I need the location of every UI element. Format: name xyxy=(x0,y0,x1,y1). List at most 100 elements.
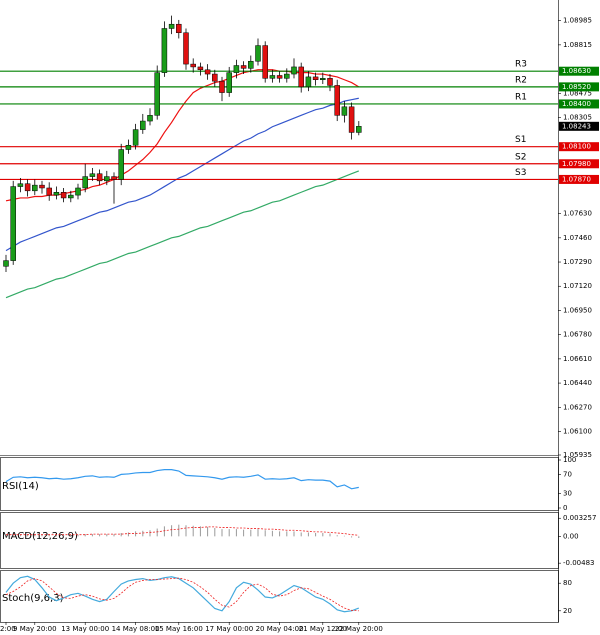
y-tick-label: 1.07290 xyxy=(563,258,592,266)
y-tick-label: 1.07460 xyxy=(563,234,592,242)
candle-body xyxy=(3,260,9,267)
candle-body xyxy=(284,73,290,79)
level-tag xyxy=(559,66,599,76)
candle-body xyxy=(89,173,96,177)
candle-body xyxy=(46,187,52,196)
candle-body xyxy=(82,176,88,189)
candle-body xyxy=(39,184,45,189)
level-label: S1 xyxy=(515,135,526,145)
y-tick-label: 20 xyxy=(563,607,572,615)
level-label: S3 xyxy=(515,168,526,178)
candle-body xyxy=(312,76,319,80)
candle-body xyxy=(53,192,60,196)
level-tag-label: 1.07980 xyxy=(562,160,591,168)
y-tick-label: 1.08815 xyxy=(563,41,592,49)
price-tag-label: 1.08243 xyxy=(562,122,591,130)
candle-body xyxy=(204,69,211,75)
x-tick-label: 15 May 16:00 xyxy=(155,625,203,633)
candle-body xyxy=(75,187,81,196)
candle-body xyxy=(183,32,189,65)
candle-body xyxy=(197,66,204,71)
candle-body xyxy=(212,73,218,82)
moving-average xyxy=(5,97,359,252)
candle-body xyxy=(104,176,110,182)
moving-average xyxy=(5,170,360,299)
indicator-line xyxy=(5,575,360,613)
y-tick-label: 1.06610 xyxy=(563,355,592,363)
candle-body xyxy=(356,126,362,133)
y-tick-label: 0.00 xyxy=(563,532,579,540)
x-tick-label: 2:00 xyxy=(0,625,16,633)
candle-body xyxy=(276,75,283,79)
candle-body xyxy=(291,66,297,75)
candle-body xyxy=(154,72,160,116)
price-tag xyxy=(559,121,599,131)
level-tag-label: 1.07870 xyxy=(562,175,591,183)
y-tick-label: 1.07120 xyxy=(563,282,592,290)
candle-body xyxy=(298,66,304,88)
candle-body xyxy=(32,184,38,192)
candle-body xyxy=(226,72,232,93)
candle-body xyxy=(111,176,117,180)
y-tick-label: 1.06780 xyxy=(563,331,592,339)
candle-body xyxy=(341,106,348,116)
y-tick-label: 1.08475 xyxy=(563,89,592,97)
candle-body xyxy=(262,45,268,79)
y-tick-label: -0.00483 xyxy=(563,559,594,567)
x-tick-label: 14 May 08:00 xyxy=(112,625,160,633)
indicator-line xyxy=(5,469,359,490)
level-label: R1 xyxy=(515,92,527,102)
candle-body xyxy=(161,28,168,73)
level-label: R2 xyxy=(515,75,527,85)
candle-body xyxy=(240,65,247,69)
y-tick-label: 1.06950 xyxy=(563,306,592,314)
candle-body xyxy=(96,173,103,182)
candle-body xyxy=(140,120,146,130)
candle-body xyxy=(334,85,340,116)
candle-body xyxy=(190,63,196,68)
y-tick-label: 1.08305 xyxy=(563,113,592,121)
x-tick-label: 21 May 12:00 xyxy=(299,625,347,633)
y-tick-label: 1.05935 xyxy=(563,451,592,459)
level-tag xyxy=(559,99,599,109)
candle-body xyxy=(10,186,16,261)
candle-body xyxy=(125,145,132,150)
candle-body xyxy=(327,78,333,86)
stoch-title: Stoch(9,6,3) xyxy=(2,593,64,604)
level-tag-label: 1.08520 xyxy=(562,83,591,91)
candle-body xyxy=(118,149,124,180)
x-tick-label: 13 May 00:00 xyxy=(61,625,109,633)
candle-body xyxy=(219,80,225,93)
rsi-title: RSI(14) xyxy=(2,481,39,492)
candle-body xyxy=(68,194,74,199)
x-tick-label: 9 May 20:00 xyxy=(13,625,57,633)
macd-title: MACD(12,26,9) xyxy=(2,531,78,542)
candle-body xyxy=(248,60,254,69)
candle-body xyxy=(132,129,139,146)
y-tick-label: 80 xyxy=(563,579,572,587)
level-label: R3 xyxy=(515,60,527,70)
candle-body xyxy=(233,65,240,73)
x-tick-label: 22 May 20:00 xyxy=(335,625,383,633)
level-label: S2 xyxy=(515,152,526,162)
y-tick-label: 1.06440 xyxy=(563,379,592,387)
level-tag xyxy=(559,82,599,92)
y-tick-label: 1.06270 xyxy=(563,403,592,411)
candle-body xyxy=(255,45,261,62)
x-tick-label: 20 May 04:00 xyxy=(256,625,304,633)
y-tick-label: 70 xyxy=(563,470,572,478)
candle-body xyxy=(305,76,312,88)
candle-body xyxy=(176,23,182,34)
y-tick-label: 0 xyxy=(563,504,567,512)
level-tag-label: 1.08400 xyxy=(562,100,591,108)
candle-body xyxy=(320,78,326,80)
level-tag xyxy=(559,142,599,152)
y-tick-label: 1.06100 xyxy=(563,428,592,436)
candle-body xyxy=(147,115,153,122)
candle-body xyxy=(168,23,175,29)
candle-body xyxy=(60,192,67,199)
y-tick-label: 0.003257 xyxy=(563,514,596,522)
signal-line xyxy=(6,526,359,536)
candle-body xyxy=(269,75,276,79)
